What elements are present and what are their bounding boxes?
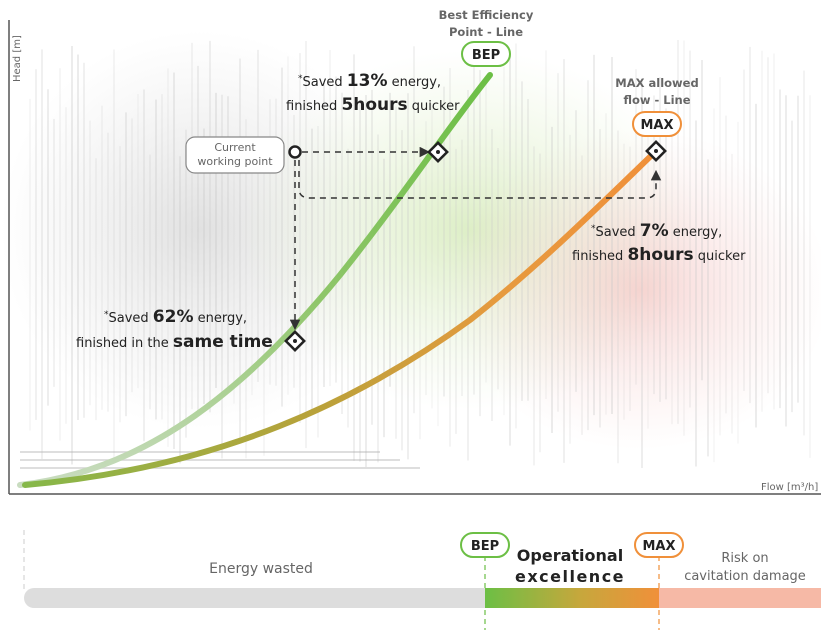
zone-energy-wasted-bar xyxy=(24,588,494,608)
current-working-point[interactable]: Current working point xyxy=(185,136,302,174)
annotation-low-asterisk: * xyxy=(104,310,109,320)
zone-operational-label-line1: Operational xyxy=(517,546,623,565)
annotation-max: *Saved 7% energy, finished 8hours quicke… xyxy=(572,221,746,265)
annotation-low-post: energy, xyxy=(194,311,248,326)
y-axis-label: Head [m] xyxy=(12,35,23,82)
annotation-bep-line2-pre: finished xyxy=(286,99,341,114)
current-point-marker[interactable] xyxy=(288,145,302,159)
bep-curve xyxy=(17,72,493,488)
max-line-label: MAX allowed flow - Line MAX xyxy=(615,76,699,137)
max-diamond[interactable] xyxy=(645,140,667,162)
axes: Head [m] Flow [m³/h] xyxy=(8,20,821,495)
annotation-max-pre: Saved xyxy=(596,225,640,240)
current-point-label-line2: working point xyxy=(197,155,273,168)
annotation-bep-line2-post: quicker xyxy=(408,99,460,114)
bep-badge xyxy=(461,41,511,67)
annotation-bep-line2-bold: 5hours xyxy=(341,95,407,115)
annotation-low: *Saved 62% energy, finished in the same … xyxy=(76,307,273,352)
annotation-bep-pre: Saved xyxy=(303,75,347,90)
low-diamond[interactable] xyxy=(284,330,306,352)
dashed-arrows xyxy=(289,146,662,331)
annotation-bep: *Saved 13% energy, finished 5hours quick… xyxy=(286,71,460,115)
zone-operational-label-line2: excellence xyxy=(515,567,625,586)
svg-text:*Saved 13% energy,: *Saved 13% energy, xyxy=(298,71,441,91)
zone-operational-bar xyxy=(485,588,659,608)
zone-bep-badge xyxy=(460,532,510,558)
bep-line-label: Best Efficiency Point - Line BEP xyxy=(439,8,534,67)
bep-label-line1: Best Efficiency xyxy=(439,8,534,22)
zone-max-badge-text: MAX xyxy=(642,539,675,554)
annotation-low-pre: Saved xyxy=(109,311,153,326)
annotation-bep-asterisk: * xyxy=(298,74,303,84)
x-axis-label: Flow [m³/h] xyxy=(761,482,818,493)
annotation-max-line2-post: quicker xyxy=(694,249,746,264)
max-badge-text: MAX xyxy=(640,118,673,133)
max-label-line1: MAX allowed xyxy=(615,76,698,90)
zone-bar: Energy wasted BEP MAX Operational excell… xyxy=(23,530,821,630)
annotation-low-line2-bold: same time xyxy=(173,332,273,352)
annotation-max-value: 7% xyxy=(640,221,669,241)
svg-text:finished in the same time: finished in the same time xyxy=(76,332,273,352)
zone-bep-badge-text: BEP xyxy=(471,539,499,554)
svg-text:*Saved 62% energy,: *Saved 62% energy, xyxy=(104,307,247,327)
svg-text:finished 5hours quicker: finished 5hours quicker xyxy=(286,95,460,115)
zone-risk-label-line1: Risk on xyxy=(721,551,768,566)
zone-energy-wasted-label: Energy wasted xyxy=(209,561,313,577)
annotation-bep-value: 13% xyxy=(347,71,388,91)
annotation-max-post: energy, xyxy=(669,225,723,240)
current-point-label-line1: Current xyxy=(214,141,256,154)
max-badge xyxy=(632,111,682,137)
svg-text:finished 8hours quicker: finished 8hours quicker xyxy=(572,245,746,265)
bep-label-line2: Point - Line xyxy=(449,25,523,39)
zone-risk-bar xyxy=(650,588,821,608)
annotation-max-line2-pre: finished xyxy=(572,249,627,264)
bep-diamond[interactable] xyxy=(427,141,449,163)
diamond-markers xyxy=(284,140,667,352)
max-curve xyxy=(22,149,658,488)
annotation-low-line2-pre: finished in the xyxy=(76,336,173,351)
annotation-max-asterisk: * xyxy=(591,224,596,234)
annotation-bep-post: energy, xyxy=(388,75,442,90)
annotation-low-value: 62% xyxy=(153,307,194,327)
annotation-max-line2-bold: 8hours xyxy=(627,245,693,265)
zone-max-badge xyxy=(634,532,684,558)
current-point-label-box xyxy=(185,136,285,174)
data-cloud xyxy=(0,30,821,469)
arrow-to-max xyxy=(298,160,662,199)
bep-badge-text: BEP xyxy=(472,48,500,63)
max-label-line2: flow - Line xyxy=(623,93,690,107)
svg-text:*Saved 7% energy,: *Saved 7% energy, xyxy=(591,221,722,241)
zone-risk-label-line2: cavitation damage xyxy=(684,569,806,584)
